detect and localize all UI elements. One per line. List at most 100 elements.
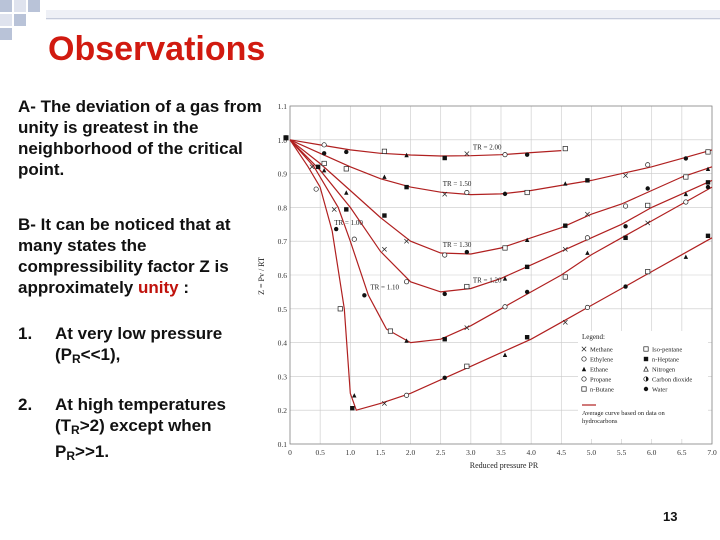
data-point-triangle [683, 191, 689, 197]
data-point-square [321, 160, 327, 167]
y-tick-label: 0.8 [278, 203, 288, 212]
header-rule-dark [46, 18, 720, 19]
data-point-triangle [705, 166, 711, 172]
data-point-triangle [683, 254, 689, 259]
compressibility-chart: 0 0.5 1.0 1.5 2.0 2.5 3.0 3.5 4.0 4.5 5.0 5.5 6.0 6.5… [257, 102, 717, 470]
chart-legend: Legend: Methane Iso-pentane Ethylene n-Hepta… [578, 331, 708, 439]
x-tick-label: 3.0 [466, 448, 476, 457]
y-tick-label: 0.7 [278, 237, 288, 246]
curve-line [289, 139, 713, 196]
data-point-circle-filled [464, 249, 470, 255]
data-point-circle [321, 142, 327, 148]
chart-curves [289, 139, 713, 411]
data-point-square-filled [344, 207, 349, 212]
legend-entry: n-Butane [590, 387, 614, 394]
data-point-square-filled [442, 337, 447, 342]
x-axis-label: Reduced pressure PR [470, 461, 539, 470]
data-point-x [464, 325, 470, 331]
y-tick-label: 0.2 [278, 406, 288, 415]
curve-label: TR = 1.10 [370, 283, 399, 291]
data-point-circle [623, 203, 629, 209]
data-point-circle-filled [683, 156, 689, 161]
data-point-circle-filled [442, 375, 447, 380]
data-point-square [645, 202, 651, 208]
data-point-circle [313, 186, 319, 192]
x-tick-label: 2.0 [406, 448, 416, 457]
data-point-circle [581, 356, 587, 362]
data-point-x [645, 220, 651, 226]
x-tick-label: 7.0 [707, 448, 717, 457]
data-point-circle [584, 304, 590, 310]
data-point-square [645, 269, 651, 275]
deco-square [28, 0, 40, 12]
data-point-circle [683, 199, 689, 205]
page-title: Observations [48, 30, 266, 68]
data-point-circle-filled [334, 226, 339, 232]
legend-note: hydrocarbons [582, 418, 618, 425]
data-point-square-filled [623, 235, 628, 241]
data-point-square-filled [442, 155, 447, 161]
data-point-square [337, 306, 343, 312]
header-rule [46, 10, 720, 20]
y-tick-label: 1.1 [278, 102, 288, 111]
chart-curve-labels: TR = 2.00 TR = 1.50 TR = 1.30 TR = 1.20 TR =… [334, 144, 502, 292]
data-point-square [683, 174, 689, 180]
x-tick-label: 6.5 [677, 448, 687, 457]
data-point-circle-filled [645, 186, 650, 191]
data-point-x [381, 246, 387, 252]
legend-note: Average curve based on data on [582, 410, 665, 417]
curve-label: TR = 1.00 [334, 219, 363, 227]
data-point-square [524, 189, 530, 196]
data-point-circle [581, 376, 587, 382]
page-number: 13 [663, 509, 678, 524]
list-item-number: 1. [18, 324, 33, 343]
data-point-circle-filled [643, 386, 649, 392]
data-point-circle-filled [623, 224, 628, 229]
data-point-square-filled [315, 164, 321, 170]
x-tick-label: 3.5 [496, 448, 506, 457]
data-point-x [581, 346, 587, 352]
y-tick-label: 0.1 [278, 440, 288, 449]
data-point-triangle [344, 190, 349, 195]
paragraph-b-text: B- It can be noticed that at many states… [18, 215, 231, 297]
data-point-circle-half-fill [646, 376, 649, 382]
y-axis-label: Z = Pv / RT [257, 257, 266, 295]
legend-entry: Ethane [590, 367, 608, 374]
data-point-triangle [404, 338, 409, 343]
curve-line [289, 139, 562, 157]
data-point-square-filled [382, 213, 387, 218]
data-point-circle [584, 235, 590, 241]
y-tick-label: 0.4 [278, 339, 288, 348]
data-point-triangle [321, 168, 327, 173]
chart-grid [289, 105, 713, 445]
data-point-square [387, 328, 394, 334]
data-point-circle-filled [344, 149, 349, 155]
data-point-x [404, 238, 410, 244]
curve-line [289, 139, 713, 293]
data-point-triangle [404, 152, 409, 158]
data-point-square-filled [705, 180, 711, 185]
data-point-circle-filled [362, 293, 367, 298]
x-tick-label: 2.5 [436, 448, 446, 457]
deco-square [14, 14, 26, 26]
data-point-x [562, 319, 568, 325]
data-point-x [442, 191, 448, 197]
legend-entry: Iso-pentane [652, 347, 682, 354]
paragraph-b: B- It can be noticed that at many states… [18, 214, 258, 298]
deco-square [14, 0, 26, 12]
data-point-square [705, 149, 711, 155]
data-point-circle-filled [524, 289, 530, 295]
data-point-circle-filled [705, 184, 711, 190]
data-point-circle-filled [502, 191, 508, 197]
data-point-square [581, 386, 587, 392]
legend-entry: n-Heptane [652, 357, 679, 364]
data-point-x [309, 164, 315, 170]
y-tick-label: 0.9 [278, 170, 288, 179]
legend-box [578, 331, 708, 439]
plot-frame [289, 105, 713, 445]
data-point-square-filled [283, 135, 289, 140]
legend-entry: Nitrogen [652, 367, 676, 374]
x-tick-label: 1.0 [346, 448, 356, 457]
data-point-triangle [524, 237, 530, 243]
data-point-square-filled [705, 233, 711, 239]
